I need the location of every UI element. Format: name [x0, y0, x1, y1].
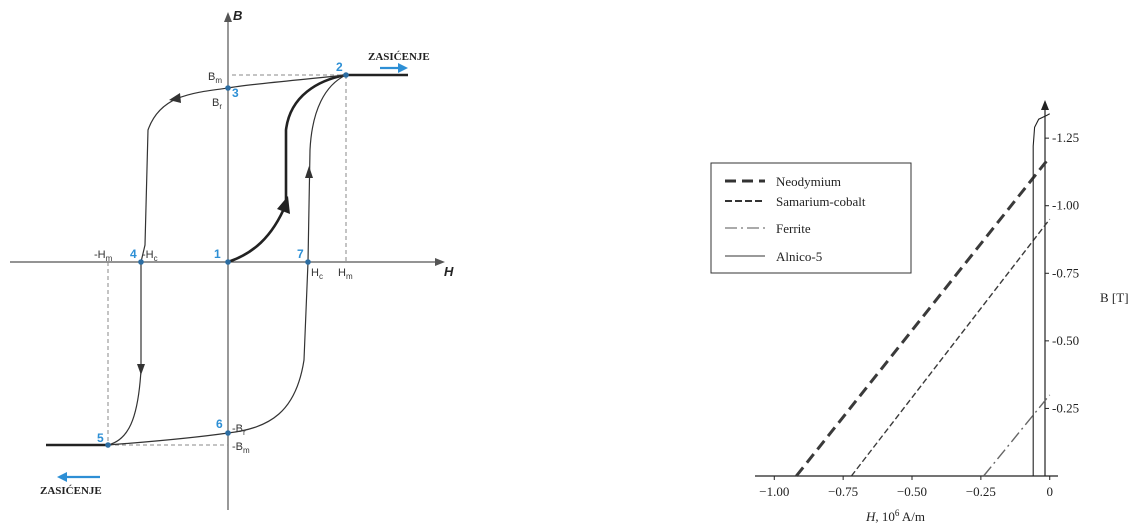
point-3-label: 3: [232, 86, 239, 100]
ascending-arrowhead: [305, 166, 313, 178]
descending-arrowhead-top: [169, 93, 181, 103]
x-tick-label: −1.00: [759, 484, 789, 499]
descending-branch: [107, 74, 347, 446]
point-5-dot: [105, 442, 111, 448]
descending-arrowhead-mid: [137, 364, 145, 375]
bm-label: Bm: [208, 71, 222, 85]
point-3-dot: [225, 85, 231, 91]
chart-xlabel: H, 106 A/m: [865, 508, 925, 524]
point-1-dot: [225, 259, 231, 265]
neg-hc-label: -Hc: [142, 249, 158, 263]
x-tick-label: 0: [1046, 484, 1053, 499]
initial-magnetization-curve: [227, 73, 347, 264]
series-line-alnico-5: [1032, 113, 1050, 476]
series-line-samarium-cobalt: [850, 218, 1051, 477]
br-label: Br: [212, 97, 222, 111]
h-axis-arrowhead: [435, 258, 445, 266]
initial-curve-arrowhead: [277, 196, 290, 214]
demagnetization-chart: −1.00 −0.75 −0.50 −0.25 0 -0.25 -0.50 -0.75 -1.0…: [710, 100, 1129, 524]
saturation-label-left: ZASIĆENJE: [40, 485, 102, 497]
neg-br-label: -Br: [232, 423, 246, 437]
point-4-label: 4: [130, 247, 137, 261]
legend-alnico-5-label: Alnico-5: [776, 249, 822, 264]
neg-hm-label: -Hm: [94, 249, 113, 263]
saturation-label-right: ZASIĆENJE: [368, 51, 430, 63]
ascending-branch: [107, 74, 347, 446]
chart-ylabel: B [T]: [1100, 290, 1129, 305]
y-tick-label: -0.50: [1052, 333, 1079, 348]
saturation-arrow-right: [380, 63, 408, 73]
y-tick-label: -1.25: [1052, 130, 1079, 145]
y-tick-label: -1.00: [1052, 198, 1079, 213]
legend-samarium-cobalt-label: Samarium-cobalt: [776, 194, 866, 209]
neg-bm-label: -Bm: [232, 441, 250, 455]
point-2-dot: [343, 72, 349, 78]
series-line-ferrite: [983, 394, 1051, 477]
point-2-label: 2: [336, 60, 343, 74]
legend-neodymium-label: Neodymium: [776, 174, 841, 189]
hysteresis-diagram: B H 1 2 3: [10, 8, 454, 510]
point-6-label: 6: [216, 417, 223, 431]
point-7-label: 7: [297, 247, 304, 261]
saturation-arrow-left: [57, 472, 100, 482]
legend-ferrite-label: Ferrite: [776, 221, 811, 236]
hc-label: Hc: [311, 267, 323, 281]
b-axis-arrowhead: [224, 12, 232, 22]
chart-ticks: −1.00 −0.75 −0.50 −0.25 0 -0.25 -0.50 -0.75 -1.0…: [759, 130, 1079, 499]
b-axis-label: B: [233, 8, 242, 23]
chart-legend: Neodymium Samarium-cobalt Ferrite Alnico…: [710, 162, 912, 274]
x-tick-label: −0.25: [966, 484, 996, 499]
point-4-dot: [138, 259, 144, 265]
point-6-dot: [225, 430, 231, 436]
y-tick-label: -0.75: [1052, 265, 1079, 280]
chart-series: [795, 113, 1051, 477]
h-axis-label: H: [444, 264, 454, 279]
x-tick-label: −0.50: [897, 484, 927, 499]
point-7-dot: [305, 259, 311, 265]
chart-y-axis-arrowhead: [1041, 100, 1049, 110]
x-tick-label: −0.75: [828, 484, 858, 499]
hm-label: Hm: [338, 267, 353, 281]
y-tick-label: -0.25: [1052, 400, 1079, 415]
point-1-label: 1: [214, 247, 221, 261]
point-5-label: 5: [97, 431, 104, 445]
